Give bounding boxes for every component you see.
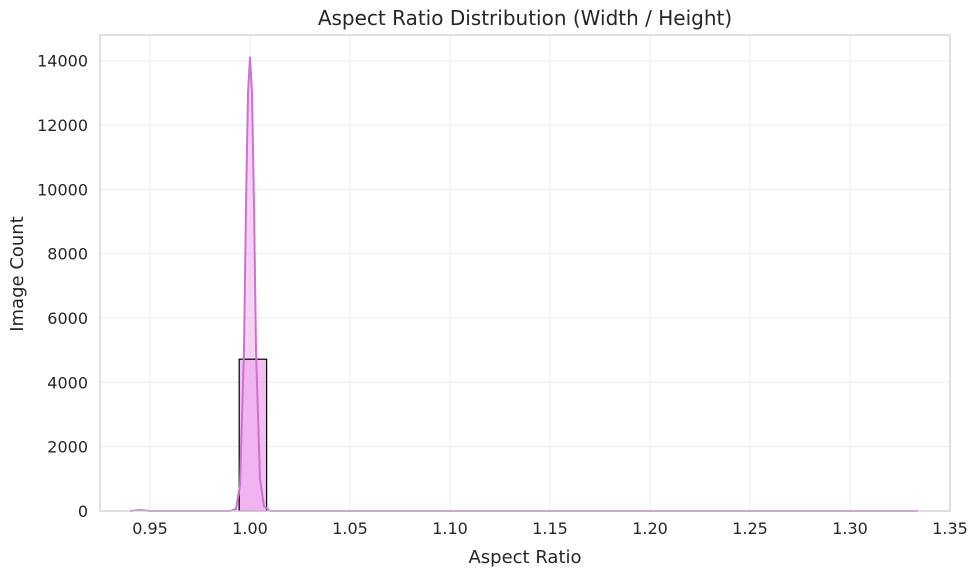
x-axis-label: Aspect Ratio (468, 547, 581, 568)
x-tick-label: 1.35 (932, 519, 968, 538)
x-tick-label: 1.30 (832, 519, 868, 538)
y-tick-label: 8000 (47, 245, 88, 264)
y-tick-label: 10000 (37, 180, 88, 199)
y-axis-label: Image Count (7, 216, 28, 332)
axes-frame (99, 34, 951, 512)
x-tick-label: 1.10 (432, 519, 468, 538)
y-tick-label: 0 (78, 502, 88, 521)
histogram-bar (238, 358, 268, 512)
x-tick-label: 1.20 (632, 519, 668, 538)
x-tick-label: 1.05 (332, 519, 368, 538)
x-tick-labels: 0.95 1.00 1.05 1.10 1.15 1.20 1.25 1.30 1.35 (132, 519, 968, 538)
x-tick-label: 1.00 (232, 519, 268, 538)
bars (238, 358, 268, 512)
y-tick-label: 4000 (47, 373, 88, 392)
y-tick-label: 14000 (37, 52, 88, 71)
y-tick-label: 12000 (37, 116, 88, 135)
x-tick-label: 0.95 (132, 519, 168, 538)
y-tick-label: 6000 (47, 309, 88, 328)
y-tick-label: 2000 (47, 438, 88, 457)
x-tick-label: 1.25 (732, 519, 768, 538)
chart-title: Aspect Ratio Distribution (Width / Heigh… (318, 6, 732, 30)
y-tick-labels: 0 2000 4000 6000 8000 10000 12000 14000 (37, 52, 88, 521)
grid (100, 35, 951, 512)
x-tick-label: 1.15 (532, 519, 568, 538)
